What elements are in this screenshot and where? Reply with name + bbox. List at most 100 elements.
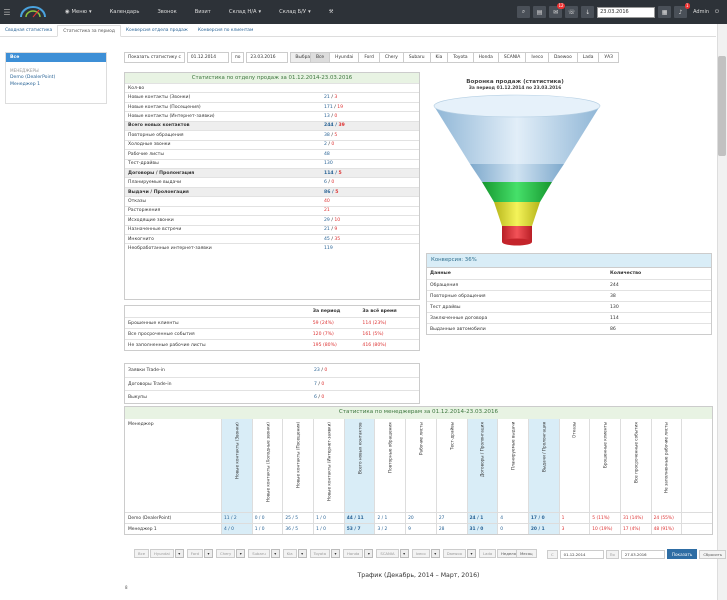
tradein-value-link[interactable]: 7	[314, 381, 317, 387]
sales-value-link[interactable]: 21	[324, 227, 330, 233]
manager-cell-value[interactable]: 0 / 0	[254, 515, 265, 521]
sales-value-link[interactable]: 21	[324, 95, 330, 101]
sales-value2-link[interactable]: 19	[337, 104, 344, 110]
manager-cell[interactable]: 48 (91%)	[650, 523, 682, 534]
sales-value2-link[interactable]: 0	[331, 180, 335, 186]
phone-icon[interactable]: ☏	[565, 6, 579, 18]
manager-cell-value[interactable]: 4 / 0	[224, 526, 234, 532]
manager-cell-value[interactable]: 17 (4%)	[622, 526, 641, 532]
nav-calendar[interactable]: Календарь	[109, 9, 140, 15]
sales-value2-link[interactable]: 9	[334, 227, 338, 233]
sales-value2-link[interactable]: 3	[334, 95, 338, 101]
tradein-value-link[interactable]: 6	[314, 394, 317, 400]
manager-cell[interactable]: 1 / 0	[251, 523, 283, 534]
show-button[interactable]: Показать	[666, 549, 698, 559]
manager-cell[interactable]: 1	[558, 512, 590, 523]
tradein-value2-link[interactable]: 0	[324, 368, 328, 373]
sales-value-link[interactable]: 171	[324, 104, 333, 110]
lost-row-value[interactable]: 120 (7%)	[312, 331, 334, 337]
sales-value2-link[interactable]: 5	[334, 132, 338, 138]
wrench-icon[interactable]: ⚒	[328, 9, 334, 15]
traffic-from-input[interactable]: 01.12.2014	[559, 549, 604, 559]
manager-cell[interactable]: 24 (55%)	[650, 512, 682, 523]
search-icon[interactable]: ⌕	[517, 6, 531, 18]
manager-cell[interactable]: 9	[405, 523, 436, 534]
manager-cell-value[interactable]: 24 (55%)	[653, 515, 674, 521]
tradein-value-link[interactable]: 23	[314, 368, 320, 373]
tab-period[interactable]: Статистика за период	[57, 25, 121, 37]
brand-filter-daewoo[interactable]: Daewoo	[548, 52, 578, 63]
manager-cell-value[interactable]: 1 / 0	[316, 515, 326, 521]
manager-cell-value[interactable]: 25 / 5	[285, 515, 299, 521]
manager-cell-value[interactable]: 4	[500, 515, 503, 521]
tradein-value2-link[interactable]: 0	[321, 394, 325, 400]
brand-filter-iveco[interactable]: Iveco	[525, 52, 550, 63]
brand-filter-toyota[interactable]: Toyota	[447, 52, 474, 63]
manager-cell-value[interactable]: 1	[561, 515, 565, 521]
nav-call[interactable]: Звонок	[157, 9, 177, 15]
traffic-to-input[interactable]: 27.03.2016	[620, 549, 665, 559]
sales-value-link[interactable]: 86	[324, 189, 331, 195]
traffic-brand-toyota[interactable]: Toyota	[309, 549, 331, 558]
nav-stock-used[interactable]: Склад Б/У ▾	[270, 9, 320, 15]
chevron-down-icon[interactable]: ▾	[467, 549, 477, 558]
manager-cell[interactable]: 10 (19%)	[589, 523, 620, 534]
sales-value-link[interactable]: 40	[324, 198, 330, 204]
brand-filter-chery[interactable]: Chery	[378, 52, 404, 63]
manager-cell[interactable]: 20 / 1	[527, 523, 559, 534]
manager-cell[interactable]: 44 / 11	[343, 512, 375, 523]
chevron-down-icon[interactable]: ▾	[204, 549, 214, 558]
bell-icon[interactable]: ♪ 1	[674, 3, 691, 18]
manager-cell[interactable]: 28	[435, 523, 467, 534]
sales-value2-link[interactable]: 5	[338, 170, 342, 176]
sales-value-link[interactable]: 48	[324, 151, 330, 157]
manager-cell[interactable]: 11 / 2	[221, 512, 252, 523]
logout-icon[interactable]: ⏻	[715, 9, 719, 15]
chevron-down-icon[interactable]: ▾	[399, 549, 409, 558]
manager-cell[interactable]: 4 / 0	[221, 523, 252, 534]
chevron-down-icon[interactable]: ▾	[364, 549, 374, 558]
manager-cell[interactable]: 0	[497, 523, 528, 534]
sales-value-link[interactable]: 244	[324, 123, 334, 129]
brand-filter-hyundai[interactable]: Hyundai	[329, 52, 360, 63]
card-icon[interactable]: ▤	[533, 6, 547, 18]
sales-value2-link[interactable]: 39	[338, 123, 345, 129]
chevron-down-icon[interactable]: ▾	[236, 549, 246, 558]
sales-value-link[interactable]: 130	[324, 161, 333, 167]
manager-cell-value[interactable]: 20 / 1	[530, 526, 545, 532]
manager-cell[interactable]: 3 / 2	[374, 523, 406, 534]
logo-icon[interactable]	[18, 6, 48, 18]
manager-cell-value[interactable]: 20	[408, 515, 414, 521]
chevron-down-icon[interactable]: ▾	[297, 549, 307, 558]
brand-filter-lada[interactable]: Lada	[576, 52, 600, 63]
manager-cell-value[interactable]: 5 (11%)	[592, 515, 610, 521]
manager-cell[interactable]: 53 / 7	[343, 523, 375, 534]
brand-filter-honda[interactable]: Honda	[472, 52, 499, 63]
manager-cell-value[interactable]: 48 (91%)	[653, 526, 674, 532]
sales-value-link[interactable]: 13	[324, 114, 330, 120]
user-menu[interactable]: Admin	[693, 9, 710, 15]
to-date-input[interactable]: 23.03.2016	[246, 52, 289, 63]
manager-cell-value[interactable]: 2 / 1	[377, 515, 388, 521]
manager-cell-value[interactable]: 17 / 0	[530, 515, 545, 521]
manager-cell[interactable]: 20	[405, 512, 436, 523]
traffic-brand-scania[interactable]: SCANIA	[376, 549, 399, 558]
manager-cell-value[interactable]: 3	[561, 526, 565, 532]
traffic-brand-all[interactable]: Все	[134, 549, 150, 558]
sales-value2-link[interactable]: 35	[334, 236, 341, 242]
traffic-brand-honda[interactable]: Honda	[343, 549, 364, 558]
traffic-brand-subaru[interactable]: Subaru	[248, 549, 270, 558]
sales-value2-link[interactable]: 0	[334, 114, 338, 120]
sidebar-item-manager1[interactable]: Менеджер 1	[10, 82, 41, 87]
chevron-down-icon[interactable]: ▾	[174, 549, 184, 558]
manager-cell[interactable]: 36 / 5	[282, 523, 314, 534]
manager-cell[interactable]: 27	[435, 512, 467, 523]
brand-filter-all[interactable]: Все	[310, 52, 331, 63]
manager-cell-value[interactable]: 44 / 11	[346, 515, 364, 521]
nav-stock-new[interactable]: Склад Н/А ▾	[220, 9, 270, 15]
traffic-brand-ford[interactable]: Ford	[186, 549, 204, 558]
traffic-brand-hyundai[interactable]: Hyundai	[150, 549, 174, 558]
manager-cell[interactable]: 1 / 0	[313, 523, 344, 534]
traffic-brand-chery[interactable]: Chery	[216, 549, 236, 558]
manager-cell-value[interactable]: 0	[500, 526, 503, 532]
